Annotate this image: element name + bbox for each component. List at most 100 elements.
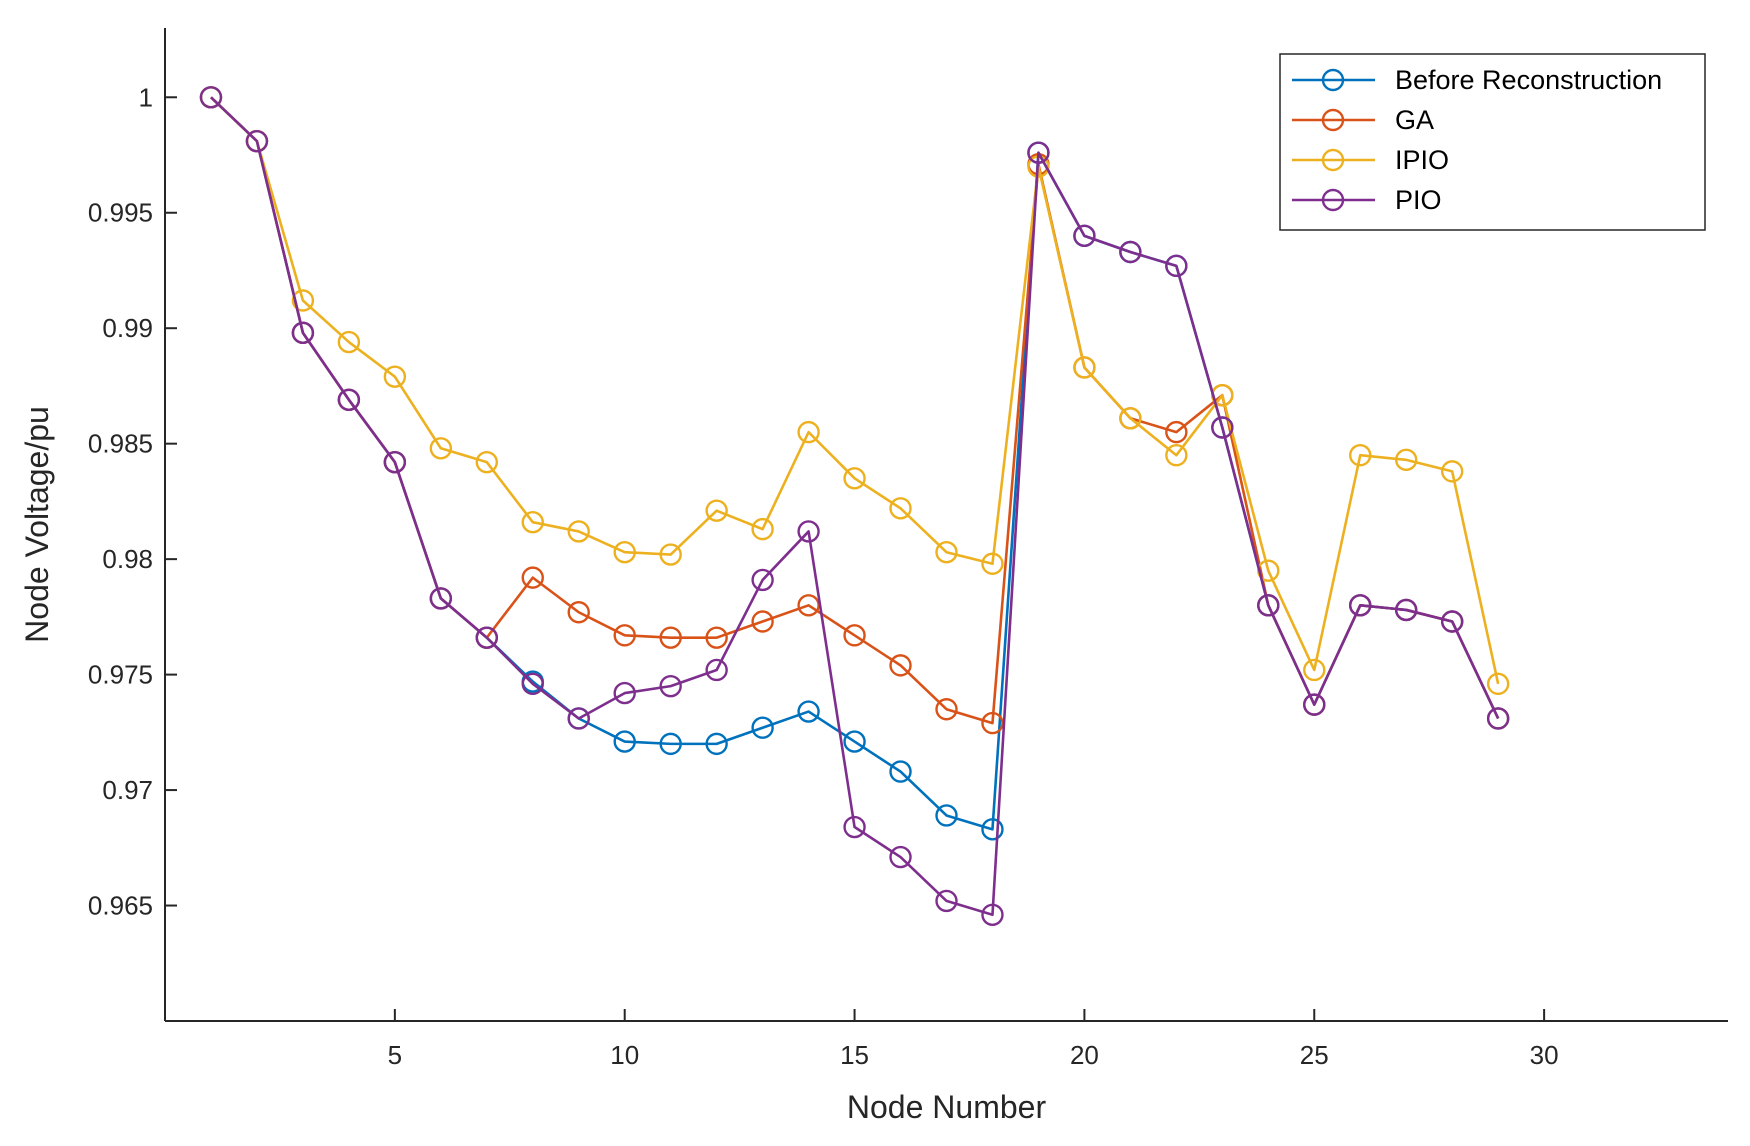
data-point (521, 566, 544, 589)
x-tick-label: 30 (1530, 1040, 1559, 1070)
data-point (613, 681, 636, 705)
data-point (797, 700, 820, 723)
data-point (1349, 444, 1372, 467)
data-point (843, 624, 866, 647)
data-point (291, 321, 315, 345)
legend-label: IPIO (1395, 145, 1449, 175)
data-point (889, 760, 912, 783)
data-point (1486, 672, 1510, 696)
data-point (1486, 707, 1510, 730)
data-point (751, 517, 774, 541)
data-point (659, 674, 682, 698)
data-point (751, 568, 774, 592)
data-point (889, 654, 912, 677)
data-point (1165, 254, 1188, 278)
legend-marker (1321, 148, 1345, 172)
tick-marks (165, 96, 1546, 1021)
data-point (843, 815, 866, 839)
y-tick-label: 1 (139, 82, 153, 112)
data-point (981, 903, 1004, 926)
data-point (1027, 141, 1050, 164)
data-point (567, 520, 590, 543)
data-point (475, 450, 498, 474)
series-group (199, 86, 1510, 926)
data-point (291, 289, 315, 312)
data-point (751, 716, 774, 739)
data-point (935, 698, 958, 721)
x-tick-label: 10 (610, 1040, 639, 1070)
y-axis-title: Node Voltage/pu (19, 406, 55, 643)
data-point (1165, 444, 1188, 467)
data-point (1119, 240, 1142, 264)
axes (164, 28, 1728, 1022)
data-point (245, 129, 269, 153)
data-point (1257, 594, 1280, 617)
x-tick-label: 20 (1070, 1040, 1099, 1070)
data-point (751, 610, 774, 633)
data-point (889, 845, 912, 869)
data-point (521, 510, 544, 534)
data-point (1440, 460, 1464, 483)
legend-label: Before Reconstruction (1395, 65, 1662, 95)
data-point (1395, 448, 1418, 472)
series-pio (199, 86, 1510, 926)
data-point (659, 626, 682, 649)
data-point (1395, 598, 1418, 622)
series-line (210, 96, 1500, 917)
data-point (981, 552, 1004, 575)
data-point (1440, 610, 1464, 633)
data-point (199, 86, 223, 109)
data-point (705, 626, 728, 649)
y-tick-label: 0.975 (88, 660, 153, 690)
data-point (659, 543, 682, 566)
legend: Before Reconstruction GA IPIO PIO (1279, 53, 1706, 231)
data-point (705, 499, 728, 522)
legend-item: GA (1292, 105, 1434, 135)
data-point (1211, 416, 1234, 439)
y-tick-label: 0.995 (88, 198, 153, 228)
y-tick-label: 0.985 (88, 429, 153, 459)
data-point (383, 450, 407, 474)
legend-label: PIO (1395, 185, 1442, 215)
x-tick-label: 25 (1300, 1040, 1329, 1070)
series-ipio (199, 86, 1510, 696)
data-point (383, 365, 407, 388)
data-point (429, 587, 453, 610)
legend-marker (1321, 188, 1345, 212)
y-tick-label: 0.99 (102, 313, 153, 343)
data-point (337, 330, 361, 354)
data-point (659, 732, 682, 756)
data-point (981, 711, 1004, 735)
series-line (210, 96, 1500, 685)
y-tick-label: 0.965 (88, 891, 153, 921)
data-point (429, 437, 453, 460)
data-point (889, 497, 912, 520)
data-point (705, 658, 728, 682)
y-tick-label: 0.97 (102, 775, 153, 805)
data-point (567, 601, 590, 624)
data-point (705, 732, 728, 756)
data-point (981, 818, 1004, 841)
data-point (1303, 693, 1326, 716)
data-point (613, 730, 636, 753)
legend-item: IPIO (1292, 145, 1449, 175)
legend-item: Before Reconstruction (1292, 65, 1662, 95)
x-axis-title: Node Number (847, 1089, 1047, 1125)
data-point (797, 520, 820, 543)
data-point (1073, 224, 1096, 248)
y-tick-label: 0.98 (102, 544, 153, 574)
data-point (1349, 594, 1372, 617)
data-point (521, 672, 544, 696)
legend-label: GA (1395, 105, 1434, 135)
data-point (1119, 407, 1142, 430)
x-tick-label: 5 (388, 1040, 402, 1070)
data-point (567, 707, 590, 730)
data-point (337, 388, 361, 411)
legend-item: PIO (1292, 185, 1442, 215)
data-point (935, 889, 958, 913)
legend-marker (1321, 108, 1345, 132)
data-point (613, 541, 636, 564)
data-point (613, 624, 636, 647)
data-point (935, 541, 958, 564)
legend-marker (1321, 68, 1345, 92)
